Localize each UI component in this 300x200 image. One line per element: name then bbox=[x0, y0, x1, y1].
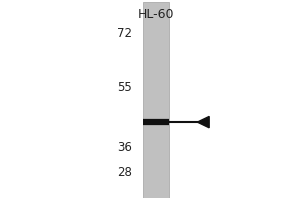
Text: 72: 72 bbox=[117, 27, 132, 40]
Text: 36: 36 bbox=[117, 141, 132, 154]
Text: 55: 55 bbox=[118, 81, 132, 94]
Text: 28: 28 bbox=[117, 166, 132, 179]
Text: HL-60: HL-60 bbox=[138, 8, 174, 21]
Polygon shape bbox=[197, 116, 209, 128]
Bar bbox=[142, 2, 169, 198]
